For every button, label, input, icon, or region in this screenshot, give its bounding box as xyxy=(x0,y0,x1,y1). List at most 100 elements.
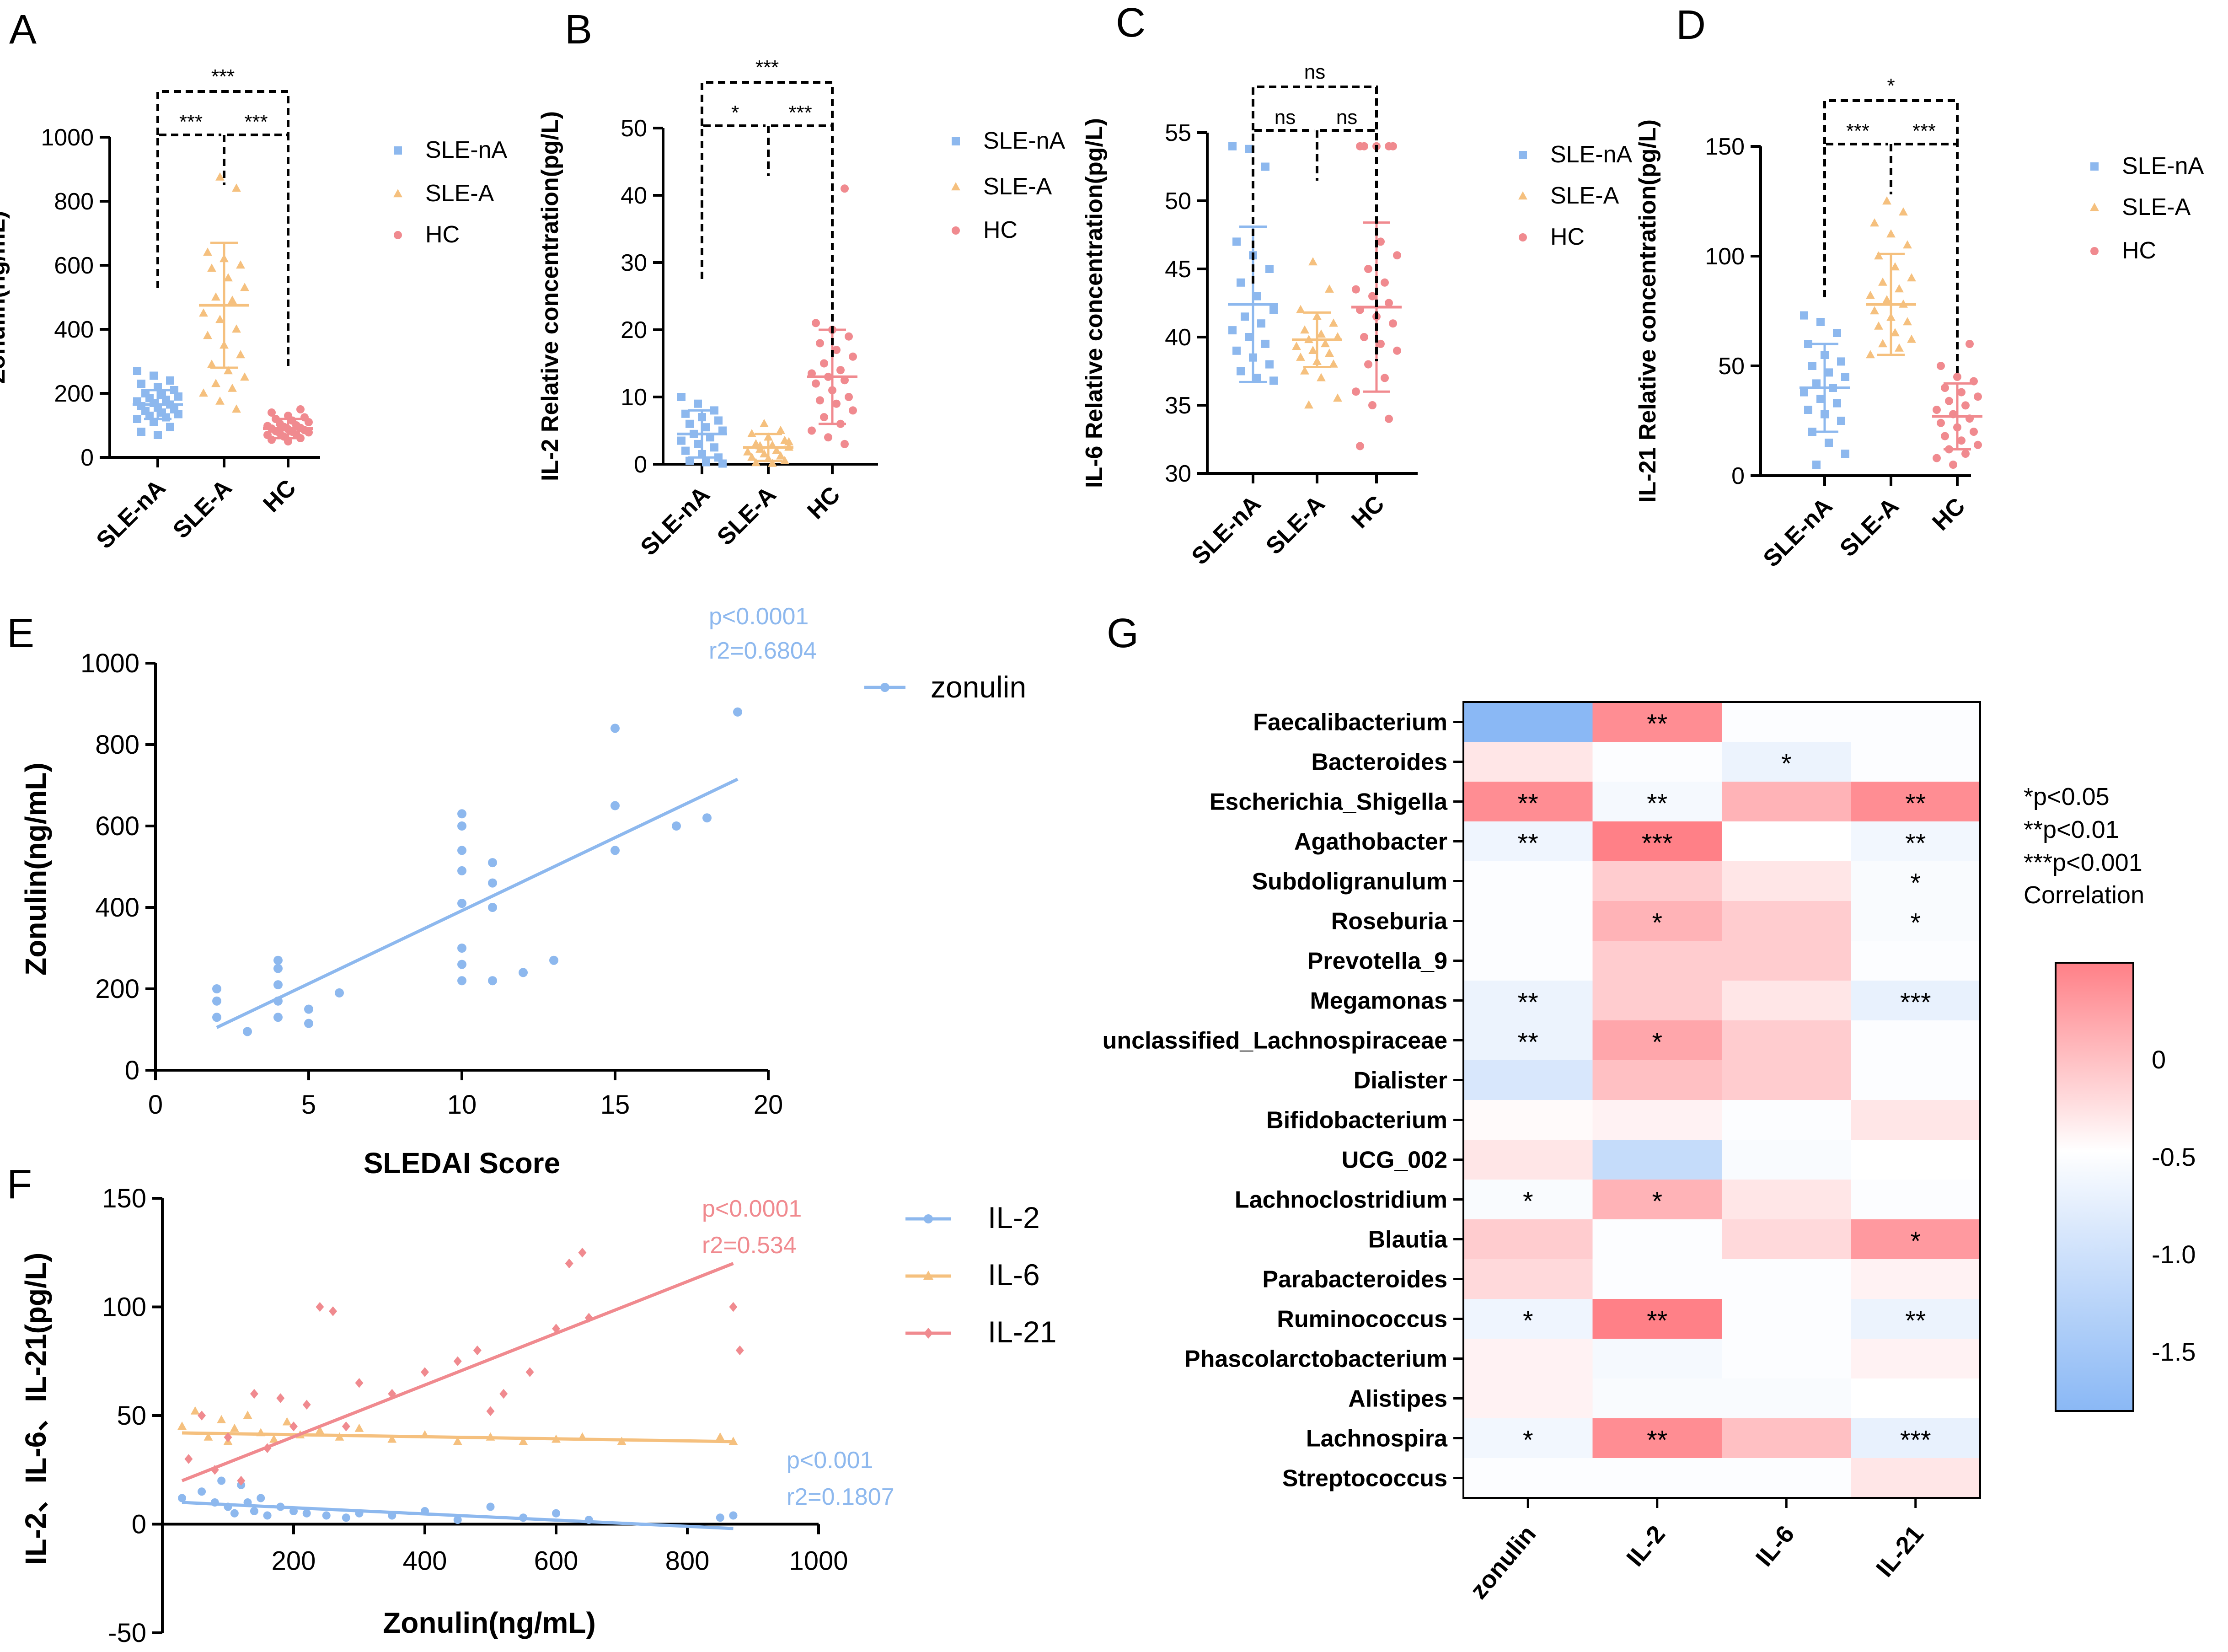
heatmap-cell xyxy=(1463,1060,1593,1100)
data-point xyxy=(565,1258,573,1269)
data-point xyxy=(1941,432,1949,440)
y-tick-label: 1000 xyxy=(80,649,139,678)
data-point xyxy=(257,1494,265,1502)
significance-stars: ** xyxy=(1647,789,1667,819)
heatmap-cell xyxy=(1722,861,1852,901)
data-point xyxy=(236,350,245,359)
data-point xyxy=(211,379,220,387)
y-tick-label: 40 xyxy=(621,182,647,209)
significance-bracket xyxy=(1823,99,1959,144)
data-point xyxy=(702,458,710,467)
data-point xyxy=(473,1345,482,1356)
significance-bracket xyxy=(701,81,834,126)
data-point xyxy=(273,964,283,973)
x-tick-label: SLE-nA xyxy=(1187,490,1266,570)
x-tick-label: 800 xyxy=(665,1546,710,1576)
data-point xyxy=(1837,357,1845,366)
data-point xyxy=(1308,257,1318,266)
heatmap-cell xyxy=(1592,1259,1722,1299)
legend-label: SLE-A xyxy=(1550,182,1619,209)
x-tick-label: 1000 xyxy=(789,1546,848,1576)
heatmap-cell xyxy=(1722,1100,1852,1140)
heatmap-cell xyxy=(1851,1259,1981,1299)
heatmap-cell xyxy=(1463,742,1593,782)
data-point xyxy=(243,1411,252,1419)
data-point xyxy=(1261,162,1269,171)
data-point xyxy=(836,366,845,375)
data-point xyxy=(212,996,221,1006)
data-point xyxy=(304,1019,313,1028)
row-label: UCG_002 xyxy=(1342,1147,1447,1174)
legend-marker xyxy=(394,231,402,239)
significance-bracket xyxy=(1252,129,1314,284)
data-point xyxy=(488,878,497,888)
data-point xyxy=(289,1421,298,1432)
data-point xyxy=(1300,366,1309,375)
significance-stars: * xyxy=(1652,1028,1662,1057)
data-point xyxy=(273,980,283,990)
data-point xyxy=(1812,379,1821,388)
data-point xyxy=(421,1367,429,1377)
data-point xyxy=(237,1475,246,1486)
data-point xyxy=(211,292,220,301)
legend-marker xyxy=(924,1328,933,1339)
row-label: Parabacteroides xyxy=(1262,1266,1447,1293)
legend-label: SLE-A xyxy=(983,173,1052,200)
heatmap-cell xyxy=(1463,1418,1593,1459)
significance-stars: * xyxy=(1910,869,1921,898)
row-label: unclassified_Lachnospiraceae xyxy=(1103,1028,1447,1054)
data-point xyxy=(1237,367,1245,375)
data-point xyxy=(273,1013,283,1022)
data-point xyxy=(812,319,820,327)
legend-label: SLE-A xyxy=(425,180,494,207)
data-point xyxy=(611,801,620,810)
data-point xyxy=(784,437,793,445)
heatmap-cell xyxy=(1722,782,1852,822)
data-point xyxy=(686,456,694,465)
data-point xyxy=(733,707,742,717)
heatmap-cell xyxy=(1463,981,1593,1021)
regression-line xyxy=(181,1262,734,1482)
data-point xyxy=(453,1516,462,1524)
data-point xyxy=(1874,251,1883,260)
data-point xyxy=(453,1356,462,1367)
data-point xyxy=(457,809,466,819)
heatmap-cell xyxy=(1851,1339,1981,1379)
data-point xyxy=(232,324,241,333)
heatmap-cell xyxy=(1463,901,1593,941)
heatmap-cell xyxy=(1851,1140,1981,1180)
panel-label: F xyxy=(7,1162,32,1207)
heatmap-cell xyxy=(1722,1299,1852,1339)
legend-marker xyxy=(2090,247,2099,255)
y-tick-label: 600 xyxy=(95,811,139,841)
data-point xyxy=(1816,318,1825,326)
data-point xyxy=(207,359,216,368)
x-tick-label: SLE-A xyxy=(168,474,237,543)
data-point xyxy=(269,1434,278,1443)
legend-label: HC xyxy=(425,221,460,248)
legend-label: IL-2 xyxy=(988,1201,1040,1234)
row-label: Streptococcus xyxy=(1282,1465,1447,1492)
legend-label: zonulin xyxy=(931,670,1026,704)
data-point xyxy=(751,458,761,467)
data-point xyxy=(1304,400,1313,409)
y-tick-label: 800 xyxy=(54,188,94,215)
significance-bracket xyxy=(156,134,221,288)
data-point xyxy=(355,1378,364,1388)
data-point xyxy=(1870,306,1879,315)
y-tick-label: -50 xyxy=(108,1618,146,1648)
significance-bracket xyxy=(1320,129,1378,361)
data-point xyxy=(1292,342,1301,350)
data-point xyxy=(686,419,694,428)
data-point xyxy=(329,1306,337,1316)
data-point xyxy=(1265,265,1274,273)
data-point xyxy=(1232,237,1241,246)
heatmap-cell xyxy=(1851,742,1981,782)
heatmap-cell xyxy=(1592,742,1722,782)
data-point xyxy=(316,1302,324,1312)
legend-label: SLE-nA xyxy=(2122,153,2204,179)
data-point xyxy=(457,960,466,969)
data-point xyxy=(232,404,241,413)
significance-label: *** xyxy=(788,102,812,124)
y-axis-label: Zonulin(ng/mL) xyxy=(19,762,52,976)
